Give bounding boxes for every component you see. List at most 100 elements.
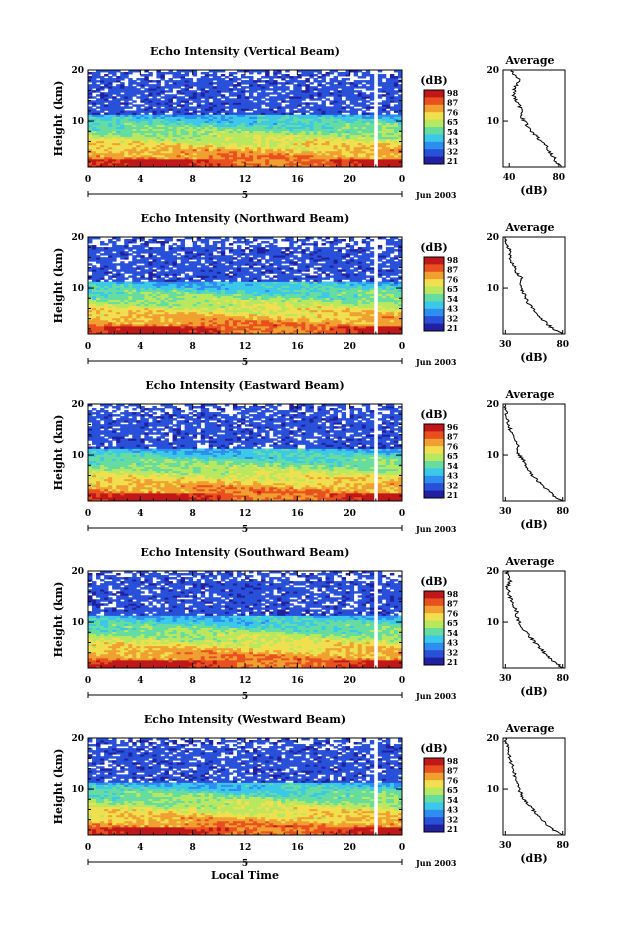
- heatmap-cell: [313, 148, 318, 152]
- heatmap-cell: [261, 164, 266, 168]
- heatmap-cell: [220, 88, 226, 91]
- heatmap-cell: [136, 160, 141, 164]
- heatmap-cell: [345, 150, 351, 154]
- heatmap-cell: [196, 144, 202, 148]
- heatmap-cell: [224, 146, 230, 150]
- heatmap-cell: [96, 134, 101, 138]
- heatmap-cell: [104, 120, 109, 123]
- heatmap-cell: [265, 84, 270, 87]
- heatmap-cell: [337, 315, 343, 319]
- heatmap-cell: [269, 78, 274, 81]
- heatmap-cell: [216, 297, 222, 301]
- heatmap-cell: [136, 325, 141, 329]
- heatmap-cell: [108, 76, 113, 79]
- heatmap-cell: [116, 160, 121, 164]
- heatmap-cell: [301, 321, 306, 325]
- heatmap-cell: [220, 323, 226, 327]
- colorbar-segment: [424, 160, 444, 163]
- heatmap-cell: [277, 130, 282, 134]
- heatmap-cell: [92, 291, 97, 294]
- heatmap-cell: [236, 102, 242, 105]
- heatmap-cell: [277, 86, 282, 89]
- heatmap-cell: [389, 321, 395, 325]
- heatmap-cell: [204, 156, 210, 160]
- heatmap-cell: [301, 90, 306, 93]
- heatmap-cell: [220, 158, 226, 162]
- heatmap-cell: [172, 102, 177, 105]
- heatmap-cell: [148, 86, 153, 89]
- y-tick-label: 20: [71, 66, 84, 76]
- heatmap-cell: [168, 305, 173, 309]
- heatmap-cell: [120, 329, 125, 333]
- heatmap-cell: [168, 84, 173, 87]
- heatmap-cell: [265, 118, 270, 121]
- panel-1: Echo Intensity (Northward Beam)2010Heigh…: [52, 212, 569, 368]
- heatmap-cell: [232, 86, 238, 89]
- heatmap-cell: [212, 74, 218, 77]
- heatmap-cell: [112, 307, 117, 311]
- heatmap-cell: [196, 92, 202, 95]
- colorbar-tick-label: 21: [447, 156, 458, 166]
- heatmap-cell: [216, 98, 222, 101]
- heatmap-cell: [184, 299, 190, 303]
- heatmap-cell: [184, 132, 190, 136]
- heatmap-cell: [228, 325, 234, 329]
- heatmap-cell: [317, 88, 322, 91]
- heatmap-cell: [361, 126, 367, 129]
- heatmap-cell: [285, 293, 290, 296]
- heatmap-cell: [333, 297, 338, 301]
- heatmap-cell: [285, 158, 290, 162]
- heatmap-cell: [108, 160, 113, 164]
- heatmap-cell: [297, 92, 302, 95]
- heatmap-cell: [204, 132, 210, 136]
- heatmap-cell: [224, 88, 230, 91]
- heatmap-cell: [281, 162, 286, 166]
- heatmap-cell: [325, 114, 330, 117]
- heatmap-cell: [261, 138, 266, 142]
- heatmap-cell: [92, 76, 97, 79]
- heatmap-cell: [349, 132, 355, 136]
- heatmap-cell: [148, 140, 153, 144]
- heatmap-cell: [365, 116, 371, 119]
- heatmap-cell: [261, 291, 266, 294]
- heatmap-cell: [369, 96, 375, 99]
- heatmap-cell: [369, 86, 375, 89]
- heatmap-cell: [204, 136, 210, 140]
- heatmap-cell: [100, 154, 105, 158]
- heatmap-cell: [188, 156, 194, 160]
- heatmap-cell: [329, 299, 334, 303]
- heatmap-cell: [108, 313, 113, 317]
- heatmap-cell: [377, 132, 383, 136]
- heatmap-cell: [188, 144, 194, 148]
- heatmap-cell: [309, 112, 314, 115]
- heatmap-cell: [156, 104, 161, 107]
- heatmap-cell: [196, 146, 202, 150]
- heatmap-cell: [172, 148, 177, 152]
- heatmap-cell: [208, 158, 214, 162]
- heatmap-cell: [333, 323, 338, 327]
- heatmap-cell: [212, 128, 218, 132]
- heatmap-cell: [257, 307, 262, 311]
- heatmap-cell: [140, 142, 145, 146]
- heatmap-cell: [269, 120, 274, 123]
- heatmap-cell: [341, 82, 347, 85]
- heatmap-cell: [240, 150, 246, 154]
- heatmap-cell: [321, 108, 326, 111]
- heatmap-cell: [192, 311, 198, 315]
- heatmap-cell: [329, 116, 334, 119]
- heatmap-cell: [345, 295, 351, 299]
- heatmap-cell: [148, 319, 153, 323]
- heatmap-cell: [124, 323, 129, 327]
- heatmap-cell: [196, 132, 202, 136]
- heatmap-cell: [289, 122, 294, 125]
- heatmap-cell: [236, 114, 242, 117]
- heatmap-cell: [253, 319, 258, 323]
- heatmap-cell: [309, 325, 314, 329]
- heatmap-cell: [325, 154, 330, 158]
- heatmap-cell: [140, 299, 145, 303]
- heatmap-cell: [289, 305, 294, 309]
- heatmap-cell: [289, 136, 294, 140]
- heatmap-cell: [152, 291, 157, 294]
- heatmap-cell: [257, 140, 262, 144]
- heatmap-cell: [369, 299, 375, 303]
